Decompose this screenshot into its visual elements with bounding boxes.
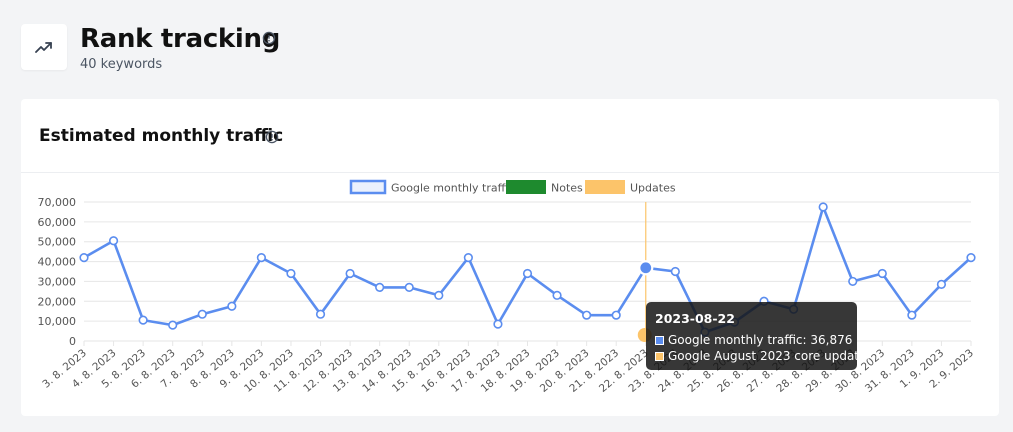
tooltip-update: Google August 2023 core update. bbox=[668, 349, 871, 363]
y-tick-label: 40,000 bbox=[38, 256, 77, 269]
y-tick-label: 10,000 bbox=[38, 315, 77, 328]
data-point[interactable] bbox=[286, 268, 296, 279]
legend-swatch bbox=[506, 180, 546, 194]
legend-label: Google monthly traffic bbox=[391, 182, 514, 195]
data-point[interactable] bbox=[138, 315, 148, 325]
y-axis: 70,000 60,000 50,000 40,000 30,000 20,000 10,0… bbox=[38, 196, 77, 348]
data-point[interactable] bbox=[966, 253, 976, 263]
traffic-swatch bbox=[655, 335, 664, 345]
data-point[interactable] bbox=[611, 310, 621, 320]
legend-swatch bbox=[585, 180, 625, 194]
data-point[interactable] bbox=[552, 290, 562, 300]
y-tick-label: 0 bbox=[69, 335, 76, 348]
tooltip-date: 2023-08-22 bbox=[655, 311, 735, 326]
chart-tooltip: 2023-08-22 Google monthly traffic: 36,87… bbox=[646, 302, 870, 370]
card-title: Estimated monthly traffic bbox=[39, 126, 284, 146]
chart-legend[interactable]: Google monthly traffic Notes Updates bbox=[349, 179, 676, 195]
legend-swatch bbox=[349, 179, 387, 195]
trending-up-icon bbox=[21, 24, 67, 70]
data-point[interactable] bbox=[877, 268, 887, 279]
data-point[interactable] bbox=[79, 253, 89, 263]
y-tick-label: 60,000 bbox=[38, 216, 77, 229]
keyword-count: 40 keywords bbox=[80, 57, 163, 72]
tooltip-traffic-row: Google monthly traffic: 36,876 bbox=[655, 333, 852, 347]
active-data-point[interactable] bbox=[638, 260, 654, 276]
data-point[interactable] bbox=[907, 310, 917, 320]
data-point[interactable] bbox=[404, 282, 414, 292]
y-tick-label: 50,000 bbox=[38, 236, 77, 249]
y-tick-label: 30,000 bbox=[38, 275, 77, 288]
data-point[interactable] bbox=[197, 309, 207, 319]
info-icon[interactable] bbox=[265, 129, 279, 148]
data-point[interactable] bbox=[936, 279, 947, 290]
data-point[interactable] bbox=[315, 309, 326, 319]
data-point[interactable] bbox=[434, 290, 444, 300]
data-point[interactable] bbox=[670, 266, 680, 277]
page-title: Rank tracking bbox=[80, 24, 281, 54]
data-point[interactable] bbox=[168, 320, 178, 330]
data-point[interactable] bbox=[375, 282, 385, 292]
data-point[interactable] bbox=[108, 236, 119, 246]
data-point[interactable] bbox=[493, 319, 503, 329]
update-swatch bbox=[655, 351, 664, 361]
legend-label: Updates bbox=[630, 182, 676, 195]
legend-item[interactable]: Updates bbox=[585, 180, 676, 195]
data-point[interactable] bbox=[463, 253, 473, 263]
y-tick-label: 70,000 bbox=[38, 196, 77, 209]
data-point[interactable] bbox=[582, 310, 592, 320]
tooltip-traffic: Google monthly traffic: 36,876 bbox=[668, 333, 853, 347]
data-point[interactable] bbox=[256, 253, 267, 263]
data-point[interactable] bbox=[818, 202, 828, 212]
legend-label: Notes bbox=[551, 182, 583, 195]
y-tick-label: 20,000 bbox=[38, 295, 77, 308]
tooltip-update-row: Google August 2023 core update. bbox=[655, 349, 870, 363]
page-header: Rank tracking 40 keywords bbox=[21, 24, 981, 74]
divider bbox=[21, 172, 999, 173]
data-point[interactable] bbox=[522, 268, 533, 279]
legend-item[interactable]: Google monthly traffic bbox=[349, 179, 514, 195]
info-icon[interactable] bbox=[262, 30, 276, 49]
legend-item[interactable]: Notes bbox=[506, 180, 583, 195]
data-point[interactable] bbox=[848, 276, 858, 287]
data-point[interactable] bbox=[227, 301, 237, 311]
data-point[interactable] bbox=[345, 268, 355, 279]
